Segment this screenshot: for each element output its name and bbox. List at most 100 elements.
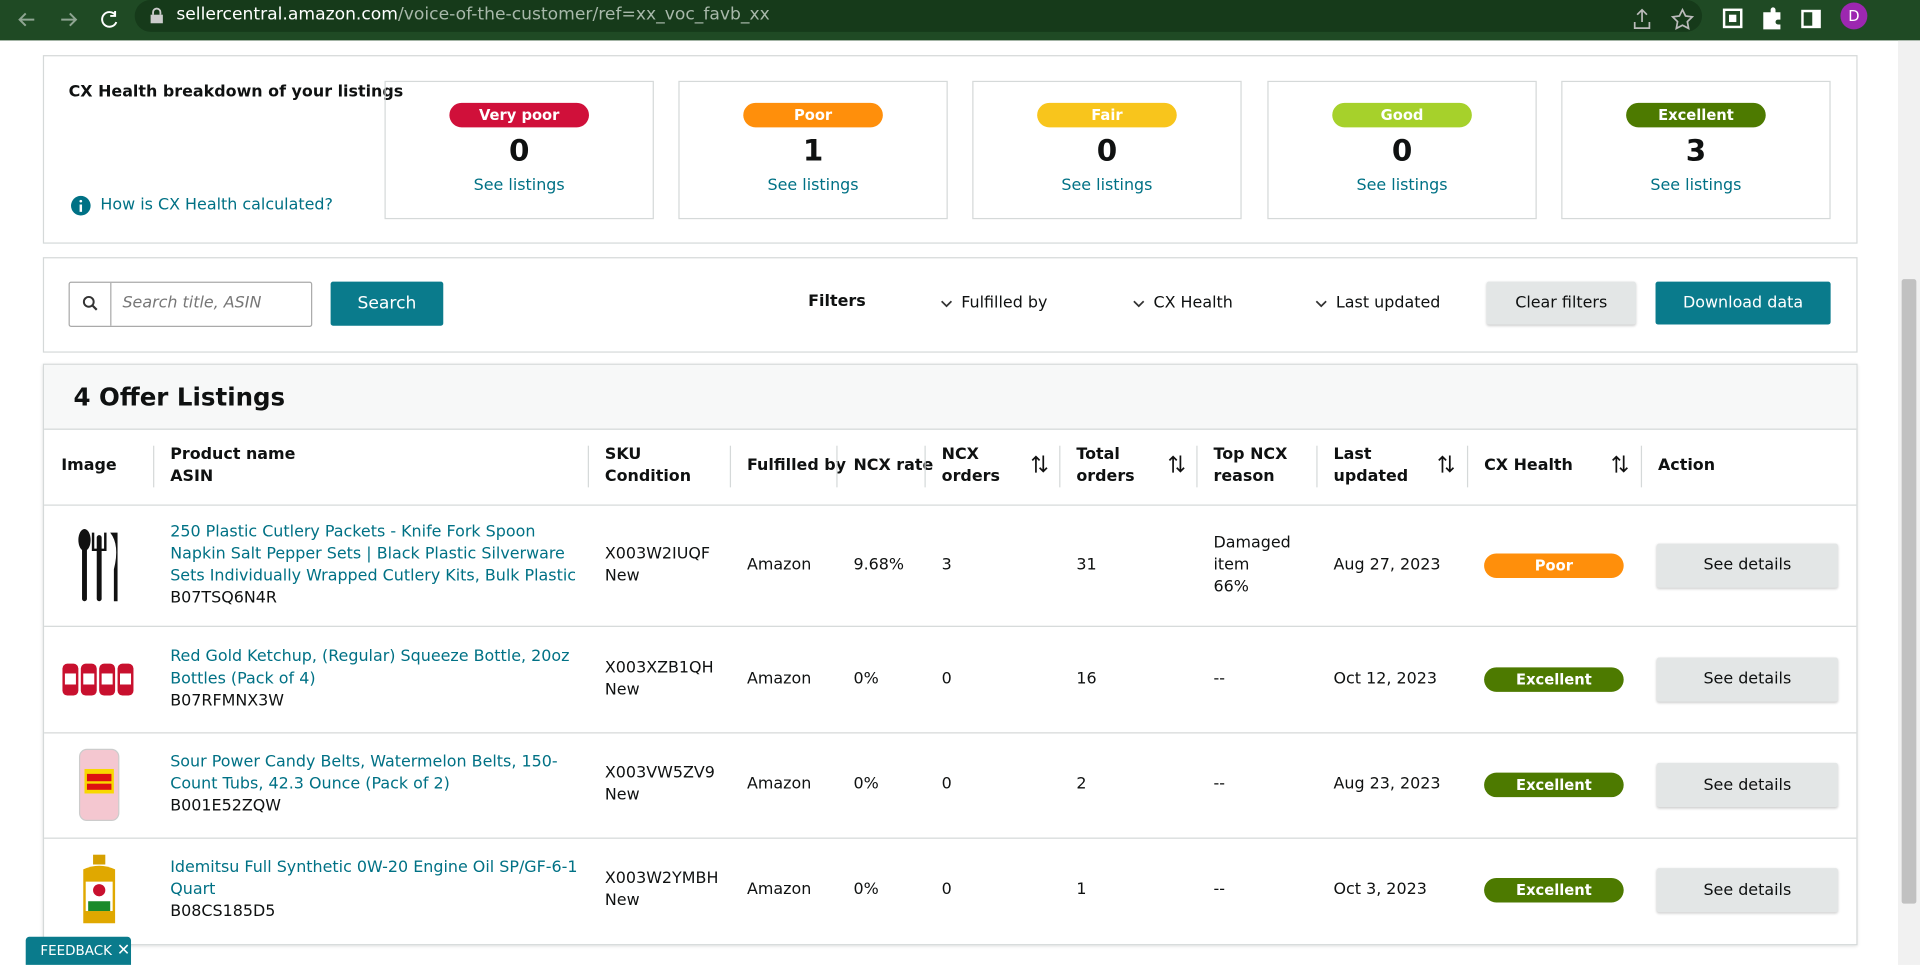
filter-label: CX Health (1153, 293, 1233, 313)
sku-cell: X003W2YMBH New (605, 838, 719, 943)
product-cell: 250 Plastic Cutlery Packets - Knife Fork… (170, 504, 580, 625)
column-separator (1466, 445, 1469, 488)
feedback-tab[interactable]: FEEDBACK ✕ (25, 936, 132, 965)
product-image (61, 838, 137, 943)
column-header: SKU Condition (605, 429, 691, 505)
column-header-line: Top NCX (1213, 445, 1288, 465)
download-button[interactable]: Download data (1655, 281, 1831, 325)
health-badge: Excellent (1484, 772, 1624, 798)
health-card: Very poor 0 See listings (384, 80, 654, 220)
top-reason: Damaged item 66% (1213, 504, 1290, 625)
ncx-orders: 0 (941, 669, 952, 688)
condition: New (604, 786, 640, 805)
column-header-line: SKU (604, 445, 642, 465)
search-field[interactable]: Search title, ASIN (68, 281, 313, 327)
sort-button[interactable] (1438, 453, 1455, 480)
column-header: Image (61, 429, 116, 505)
nav-buttons[interactable] (15, 7, 125, 31)
sku-cell: X003W2IUQF New (605, 504, 710, 625)
health-pill: Excellent (1626, 102, 1766, 128)
ncx-rate: 0% (853, 775, 879, 794)
health-count: 0 (1096, 133, 1118, 168)
column-header: Last updated (1333, 429, 1408, 505)
listings-title: 4 Offer Listings (73, 382, 286, 412)
column-separator (1640, 445, 1643, 488)
column-header: CX Health (1484, 429, 1573, 505)
search-panel: Search title, ASIN Search Filters Fulfil… (42, 257, 1858, 353)
fulfilled-by: Amazon (746, 775, 812, 794)
product-cell: Sour Power Candy Belts, Watermelon Belts… (170, 732, 580, 837)
see-listings-link[interactable]: See listings (1356, 176, 1448, 195)
product-link[interactable]: 250 Plastic Cutlery Packets - Knife Fork… (170, 522, 577, 585)
sku: X003W2IUQF (604, 544, 711, 563)
see-details-button[interactable]: See details (1656, 543, 1838, 588)
ncx-rate: 0% (853, 880, 879, 899)
toolbar-icons[interactable] (1629, 5, 1874, 34)
health-card: Good 0 See listings (1267, 80, 1537, 220)
see-details-button[interactable]: See details (1656, 762, 1838, 807)
filter-dropdown[interactable]: Last updated (1315, 294, 1440, 312)
ncx-rate: 0% (853, 669, 879, 688)
reason-line: 66% (1213, 577, 1249, 596)
column-header-line: CX Health (1484, 456, 1573, 476)
column-header: Fulfilled by (747, 429, 846, 505)
see-details-button[interactable]: See details (1656, 656, 1838, 702)
column-header-line: NCX rate (853, 456, 934, 476)
see-listings-link[interactable]: See listings (1061, 176, 1153, 195)
address-bar[interactable]: sellercentral.amazon.com/voice-of-the-cu… (134, 0, 1703, 32)
url-host: sellercentral.amazon.com (176, 4, 399, 25)
profile-avatar[interactable]: D (1840, 2, 1868, 30)
health-count: 0 (508, 133, 530, 168)
health-card: Fair 0 See listings (972, 80, 1242, 220)
health-panel: CX Health breakdown of your listings How… (42, 55, 1858, 244)
reason-line: item (1213, 555, 1250, 574)
column-separator (587, 445, 589, 488)
column-header-line: NCX (941, 445, 979, 465)
column-separator (924, 445, 926, 488)
sort-button[interactable] (1168, 453, 1185, 480)
product-image (61, 732, 137, 837)
see-details-button[interactable]: See details (1656, 868, 1838, 913)
product-link[interactable]: Sour Power Candy Belts, Watermelon Belts… (170, 753, 558, 794)
search-button[interactable]: Search (330, 281, 444, 326)
column-header-line: orders (941, 467, 1000, 487)
listings-header: 4 Offer Listings (44, 364, 1857, 430)
column-header-line: reason (1213, 467, 1275, 487)
asin: B07RFMNX3W (170, 691, 285, 710)
filters-label: Filters (808, 292, 866, 312)
see-listings-link[interactable]: See listings (473, 176, 565, 195)
clear-filters-button[interactable]: Clear filters (1486, 281, 1636, 325)
reason-line: -- (1213, 880, 1225, 899)
help-link[interactable]: How is CX Health calculated? (100, 195, 333, 215)
last-updated: Aug 27, 2023 (1333, 555, 1441, 574)
filter-dropdown[interactable]: CX Health (1133, 294, 1233, 312)
sort-button[interactable] (1611, 453, 1628, 480)
see-listings-link[interactable]: See listings (767, 176, 859, 195)
filter-dropdown[interactable]: Fulfilled by (940, 294, 1047, 312)
health-card: Excellent 3 See listings (1561, 80, 1831, 220)
sku-cell: X003XZB1QH New (605, 626, 714, 733)
column-separator (1316, 445, 1318, 488)
product-link[interactable]: Idemitsu Full Synthetic 0W-20 Engine Oil… (170, 858, 578, 899)
health-badge: Poor (1484, 552, 1624, 578)
ncx-orders: 0 (941, 775, 952, 794)
product-link[interactable]: Red Gold Ketchup, (Regular) Squeeze Bott… (170, 647, 570, 688)
url-path: /voice-of-the-customer/ref=xx_voc_favb_x… (398, 4, 770, 25)
column-header-line: orders (1076, 467, 1135, 487)
column-header: Action (1658, 429, 1715, 505)
filter-label: Last updated (1335, 293, 1441, 313)
total-orders: 2 (1076, 775, 1087, 794)
column-header-line: Total (1076, 445, 1120, 465)
scroll-thumb[interactable] (1901, 279, 1917, 904)
product-cell: Red Gold Ketchup, (Regular) Squeeze Bott… (170, 626, 580, 733)
top-reason: -- (1213, 732, 1224, 837)
table-row: Idemitsu Full Synthetic 0W-20 Engine Oil… (44, 838, 1856, 943)
filter-label: Fulfilled by (961, 293, 1048, 313)
health-count: 1 (802, 133, 824, 168)
column-header: Product name ASIN (170, 429, 295, 505)
column-header: NCX orders (942, 429, 1000, 505)
health-pill: Good (1332, 102, 1472, 128)
sort-button[interactable] (1031, 453, 1048, 480)
see-listings-link[interactable]: See listings (1650, 176, 1742, 195)
